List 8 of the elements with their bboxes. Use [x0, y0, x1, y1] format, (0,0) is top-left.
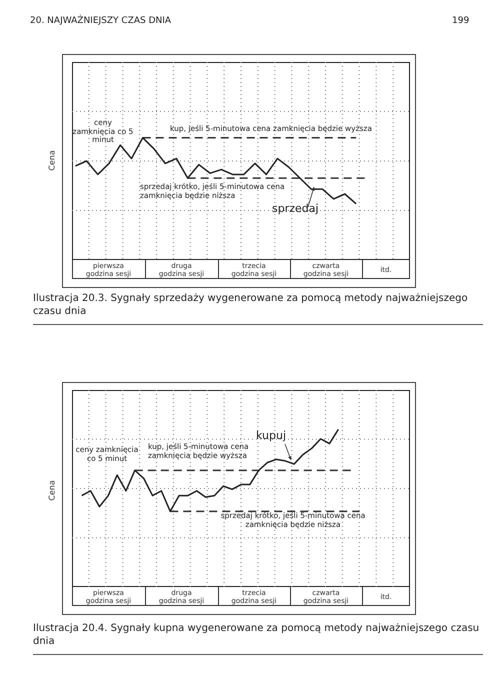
text: Ilustracja 20.3. Sygnały sprzedaży wygenerowane za pomocą metody najważniejszego czasu dnia — [33, 293, 468, 317]
text: 199 — [452, 16, 470, 26]
text: 20. NAJWAŻNIEJSZY CZAS DNIA — [30, 16, 172, 26]
y-axis-title: Cena — [48, 480, 57, 500]
annotation: sprzedaj — [272, 202, 319, 215]
text: Ilustracja 20.4. Sygnały kupna wygenerowane za pomocą metody najważniejszego czasu dnia — [33, 623, 480, 647]
annotation: kupuj — [256, 429, 286, 442]
y-axis-title: Cena — [48, 150, 57, 170]
